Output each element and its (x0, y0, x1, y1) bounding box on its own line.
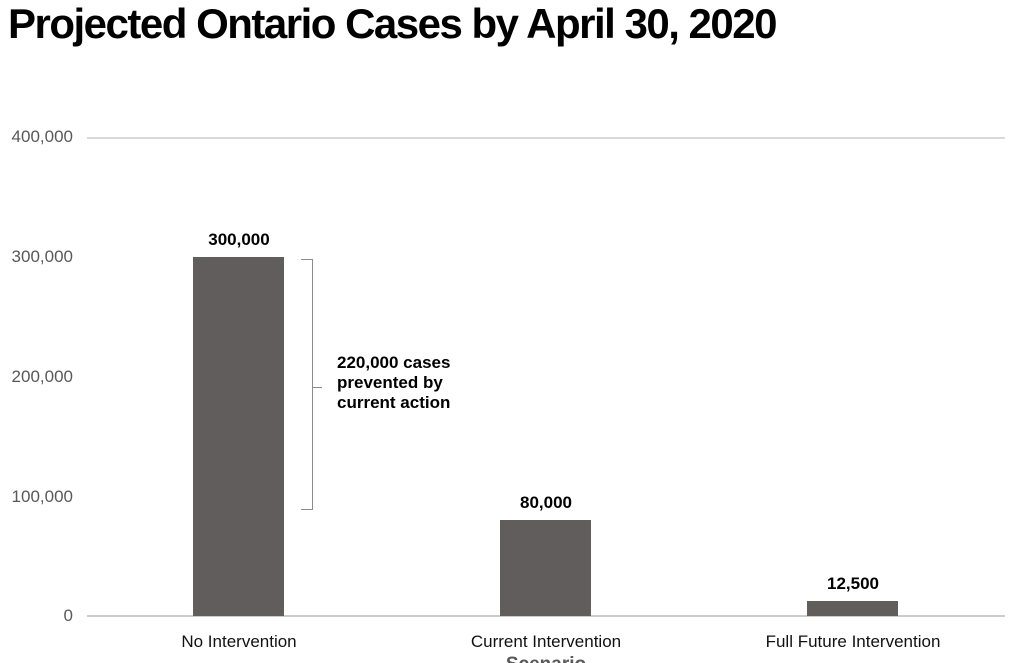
y-axis-tick-label: 0 (63, 606, 73, 625)
y-axis-tick-label: 100,000 (11, 487, 73, 506)
bracket-top-arm (301, 259, 313, 260)
y-axis-tick-label: 300,000 (11, 247, 73, 266)
bar-group-full-future-intervention: 12,500 (807, 137, 898, 616)
annotation-text: 220,000 cases prevented by current actio… (337, 353, 487, 413)
y-axis-tick-label: 200,000 (11, 367, 73, 386)
bar-group-no-intervention: 300,000 (193, 137, 284, 616)
x-category-label: No Intervention (181, 632, 297, 651)
annotation-line: 220,000 cases (337, 353, 451, 372)
annotation-line: current action (337, 393, 451, 412)
bar-value-label: 300,000 (208, 230, 270, 249)
bracket-line (312, 259, 313, 510)
x-axis-title: Scenario (87, 654, 1005, 663)
bar-current-intervention (500, 520, 591, 616)
chart-title: Projected Ontario Cases by April 30, 202… (8, 0, 777, 47)
y-axis-tick-label: 400,000 (11, 127, 73, 146)
annotation-line: prevented by (337, 373, 443, 392)
gridline (87, 137, 1005, 139)
bracket-middle-tick (313, 387, 322, 388)
bar-value-label: 80,000 (520, 493, 572, 512)
bracket-bottom-arm (301, 509, 313, 510)
x-axis-baseline (87, 615, 1005, 617)
bar-group-current-intervention: 80,000 (500, 137, 591, 616)
x-category-label: Full Future Intervention (765, 632, 941, 651)
plot-area: 300,000 80,000 12,500 220,000 cases prev… (87, 137, 1005, 617)
bar-value-label: 12,500 (827, 574, 879, 593)
bar-no-intervention (193, 257, 284, 616)
x-category-label: Current Intervention (470, 632, 622, 651)
bar-full-future-intervention (807, 601, 898, 616)
